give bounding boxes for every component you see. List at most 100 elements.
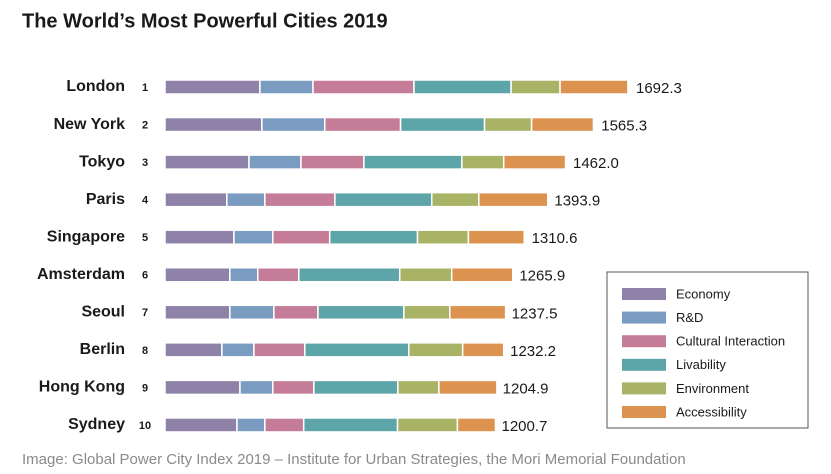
bar-segment [264, 191, 336, 208]
city-label: Tokyo [79, 153, 125, 170]
rank-label: 4 [142, 195, 149, 207]
bar-segment [253, 342, 306, 358]
rank-label: 1 [142, 82, 148, 94]
total-label: 1462.0 [573, 155, 619, 172]
bar-segment [229, 267, 259, 283]
bar-segment [324, 116, 402, 133]
bar-segment [328, 229, 419, 245]
bar-segment [164, 379, 241, 396]
bar-segment [164, 79, 261, 95]
bar-segment [431, 191, 480, 208]
bar-segment [317, 304, 405, 321]
city-label: London [66, 78, 125, 95]
bar-segment [248, 154, 302, 170]
legend-label: Accessibility [676, 404, 747, 419]
bar-segment [164, 154, 250, 170]
legend-label: R&D [676, 310, 703, 325]
bar-segment [478, 191, 549, 208]
legend-label: Economy [676, 286, 731, 301]
rank-label: 8 [142, 345, 148, 357]
legend-swatch [622, 311, 666, 324]
bar-segment [298, 267, 401, 283]
legend-label: Livability [676, 357, 726, 372]
legend-swatch [622, 335, 666, 348]
city-label: Sydney [68, 416, 125, 433]
bar-segment [313, 379, 399, 396]
bar-segment [164, 116, 263, 133]
total-label: 1200.7 [502, 418, 548, 435]
city-label: Paris [86, 191, 125, 208]
total-label: 1310.6 [532, 230, 578, 247]
bar-segment [256, 267, 300, 283]
bar-segment [510, 79, 561, 95]
total-label: 1692.3 [636, 80, 682, 97]
caption: Image: Global Power City Index 2019 – In… [22, 451, 686, 468]
bar-segment [399, 116, 486, 133]
bar-segment [408, 342, 464, 358]
bar-segment [450, 267, 514, 283]
bar-segment [396, 417, 459, 433]
total-label: 1232.2 [510, 343, 556, 360]
bar-segment [272, 229, 331, 245]
bar-segment [229, 304, 275, 321]
bar-segment [334, 191, 433, 208]
bar-segment [164, 304, 231, 321]
city-label: Amsterdam [37, 266, 125, 283]
bar-segment [483, 116, 533, 133]
bar-segment [461, 342, 505, 358]
bar-segment [272, 379, 315, 396]
bar-segment [398, 267, 453, 283]
bar-segment [413, 79, 512, 95]
bar-segment [164, 417, 238, 433]
total-label: 1237.5 [512, 305, 558, 322]
total-label: 1204.9 [503, 380, 549, 397]
bar-segment [164, 229, 235, 245]
rank-label: 2 [142, 119, 148, 131]
bar-segment [164, 267, 231, 283]
bar-segment [312, 79, 415, 95]
bar-segment [403, 304, 451, 321]
rank-label: 5 [142, 232, 148, 244]
legend-swatch [622, 382, 666, 395]
bar-segment [273, 304, 319, 321]
rank-label: 6 [142, 270, 148, 282]
bar-segment [363, 154, 463, 170]
bar-segment [449, 304, 507, 321]
city-label: Seoul [81, 304, 125, 321]
bar-segment [164, 191, 228, 208]
bar-segment [397, 379, 440, 396]
bar-segment [530, 116, 595, 133]
bar-segment [164, 342, 223, 358]
bar-segment [456, 417, 497, 433]
bar-segment [304, 342, 410, 358]
total-label: 1565.3 [601, 118, 647, 135]
bar-segment [467, 229, 525, 245]
rank-label: 7 [142, 307, 148, 319]
bar-segment [461, 154, 505, 170]
bar-segment [239, 379, 274, 396]
total-label: 1393.9 [554, 193, 600, 210]
legend-label: Environment [676, 381, 749, 396]
bar-segment [502, 154, 567, 170]
bar-segment [559, 79, 629, 95]
bar-segment [300, 154, 365, 170]
bar-segment [236, 417, 266, 433]
legend-swatch [622, 358, 666, 371]
bar-segment [261, 116, 326, 133]
legend-swatch [622, 288, 666, 300]
bar-segment [302, 417, 399, 433]
chart-title: The World’s Most Powerful Cities 2019 [22, 10, 388, 32]
bar-segment [221, 342, 255, 358]
city-label: Hong Kong [39, 379, 125, 396]
bar-segment [416, 229, 470, 245]
legend-label: Cultural Interaction [676, 334, 785, 349]
bar-segment [264, 417, 305, 433]
city-label: Singapore [47, 228, 125, 245]
total-label: 1265.9 [519, 268, 565, 285]
rank-label: 3 [142, 157, 148, 169]
city-label: New York [54, 116, 126, 133]
rank-label: 9 [142, 382, 148, 394]
bar-segment [259, 79, 314, 95]
rank-label: 10 [139, 420, 151, 432]
